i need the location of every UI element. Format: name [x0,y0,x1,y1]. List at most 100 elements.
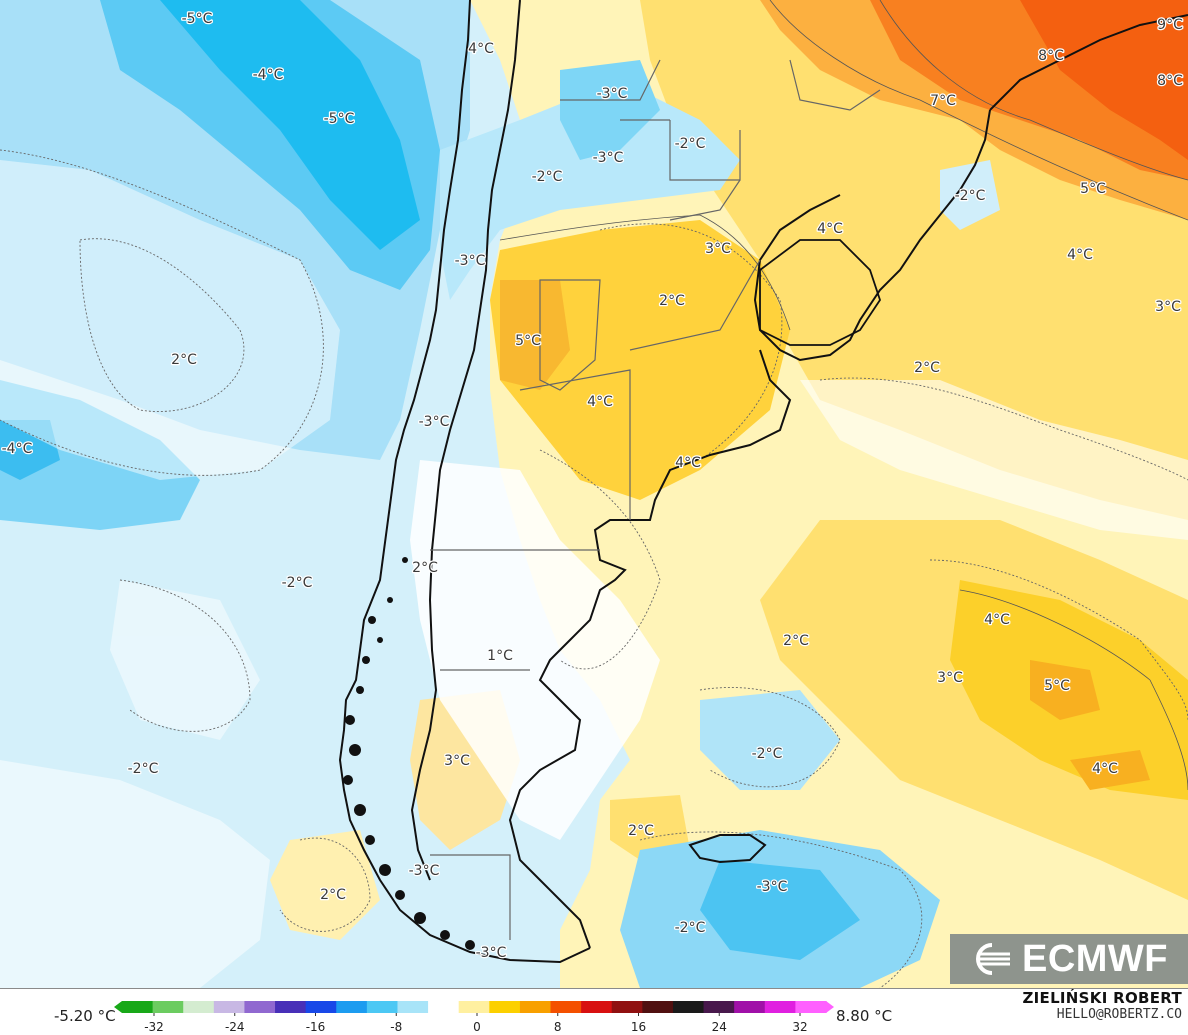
temperature-label: 2°C [628,823,654,839]
temperature-label: 8°C [1038,48,1064,64]
colorbar-max-arrow [826,1001,834,1013]
temperature-label: -4°C [2,441,33,457]
colorbar-tick-label: 24 [712,1020,727,1034]
colorbar-cell [183,1001,215,1013]
temperature-label: 4°C [1092,761,1118,777]
colorbar-cell [581,1001,613,1013]
temperature-label: 2°C [320,887,346,903]
colorbar-cell [611,1001,643,1013]
temperature-label: 3°C [705,241,731,257]
temperature-label: -3°C [476,945,507,961]
temperature-label: 2°C [659,293,685,309]
colorbar-min-arrow [114,1001,122,1013]
colorbar-cell [366,1001,399,1013]
colorbar-cell [489,1001,521,1013]
temperature-label: 1°C [487,648,513,664]
scale-max-label: 8.80 °C [836,1007,893,1025]
temperature-anomaly-map: -5°C -4°C -5°C 4°C -3°C -3°C -2°C -2°C 8°C 9°C 8°C… [0,0,1188,988]
province-borders [430,59,881,940]
author-email: HELLO@ROBERTZ.CO [1056,1007,1182,1022]
temperature-label: 3°C [1155,299,1181,315]
temperature-label: -3°C [593,150,624,166]
colorbar-cell [397,1001,429,1013]
temperature-label: 5°C [515,333,541,349]
temperature-label: 2°C [914,360,940,376]
temperature-label: 4°C [984,612,1010,628]
colorbar-tick-label: -24 [225,1020,245,1034]
temperature-label: 5°C [1044,678,1070,694]
temperature-label: -2°C [532,169,563,185]
temperature-label: 9°C [1157,17,1183,33]
colorbar-cell [734,1001,766,1013]
temperature-label: -5°C [182,11,213,27]
temperature-label: -2°C [752,746,783,762]
temperature-label: 2°C [412,560,438,576]
temperature-label: -3°C [419,414,450,430]
ecmwf-logo-text: ECMWF [1021,937,1169,980]
temperature-label: 4°C [587,394,613,410]
temperature-label: -3°C [455,253,486,269]
colorbar-tick-label: 8 [554,1020,562,1034]
colorbar-tick-label: 32 [792,1020,807,1034]
temperature-label: -3°C [409,863,440,879]
temperature-label: -4°C [253,67,284,83]
temperature-label: -2°C [128,761,159,777]
colorbar-cell [152,1001,184,1013]
temperature-label: 4°C [468,41,494,57]
colorbar-tick-label: -8 [390,1020,402,1034]
temperature-label: 7°C [930,93,956,109]
colorbar-cell [672,1001,705,1013]
warm-anomaly-zones [270,0,1188,988]
author-name: ZIELIŃSKI ROBERT [1022,989,1182,1007]
colorbar-cell [550,1001,582,1013]
colorbar-cell [336,1001,368,1013]
colorbar-tick-label: 16 [631,1020,646,1034]
colorbar-cell [275,1001,307,1013]
fjord-islands [343,557,475,950]
temperature-label: 4°C [817,221,843,237]
temperature-label: 3°C [937,670,963,686]
colorbar-cell [519,1001,552,1013]
temperature-label: -2°C [282,575,313,591]
temperature-label: -2°C [955,188,986,204]
colorbar-cell [213,1001,246,1013]
colorbar-cell [122,1001,154,1013]
temperature-label: -2°C [675,920,706,936]
scale-min-label: -5.20 °C [54,1007,116,1025]
country-borders [338,0,1188,964]
temperature-label: -5°C [324,111,355,127]
temperature-label: 2°C [171,352,197,368]
temperature-labels: -5°C -4°C -5°C 4°C -3°C -3°C -2°C -2°C 8°C 9°C 8°C… [0,10,1184,963]
temperature-label: -3°C [757,879,788,895]
footer-bar: -5.20 °C -32 -24 -16 -8 0 8 16 24 32 8.80 °C ZIE… [0,988,1188,1035]
ecmwf-logo-icon [976,943,1010,975]
map-canvas: -5°C -4°C -5°C 4°C -3°C -3°C -2°C -2°C 8°C 9°C 8°C… [0,0,1188,988]
temperature-label: -2°C [675,136,706,152]
colorbar-cell [428,1001,460,1013]
temperature-label: -3°C [597,86,628,102]
color-scale-bar: -32 -24 -16 -8 0 8 16 24 32 [114,1001,834,1034]
temperature-label: 4°C [675,455,701,471]
cold-anomaly-zones [0,0,940,988]
contour-lines-solid [499,0,1188,791]
colorbar-cell [642,1001,674,1013]
colorbar-tick-label: 0 [473,1020,481,1034]
temperature-label: 5°C [1080,181,1106,197]
colorbar-cell [703,1001,735,1013]
colorbar-cell [795,1001,827,1013]
temperature-label: 2°C [783,633,809,649]
colorbar-cell [305,1001,337,1013]
uruguay-outline [759,239,881,346]
colorbar-tick-label: -32 [144,1020,164,1034]
temperature-label: 8°C [1157,73,1183,89]
ecmwf-logo: ECMWF [950,934,1188,984]
author-credit: ZIELIŃSKI ROBERT HELLO@ROBERTZ.CO [1022,989,1182,1022]
temperature-label: 4°C [1067,247,1093,263]
temperature-label: 3°C [444,753,470,769]
colorbar-cell [764,1001,796,1013]
neutral-anomaly-zones [0,160,1188,988]
colorbar-cell [244,1001,276,1013]
colorbar-cell [458,1001,490,1013]
colorbar-tick-label: -16 [306,1020,326,1034]
contour-lines [0,149,1188,988]
